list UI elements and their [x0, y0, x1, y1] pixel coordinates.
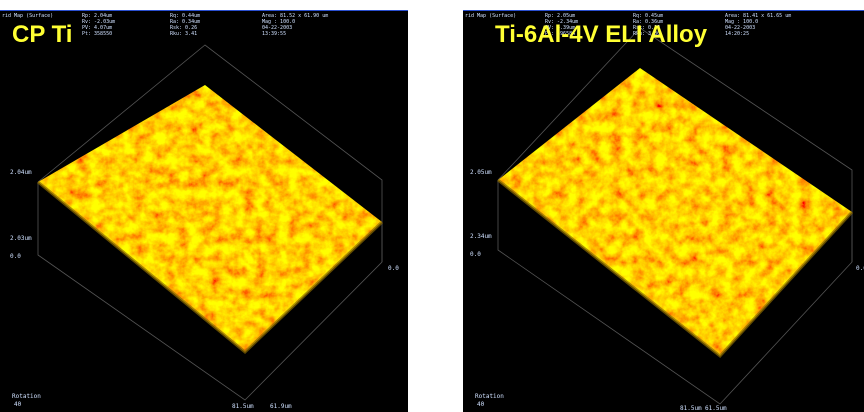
- axis-label: 2.04um: [10, 169, 32, 176]
- axis-label: 61.5um: [705, 405, 727, 412]
- panel-title: CP Ti: [12, 21, 72, 48]
- axis-label: 61.9um: [270, 403, 292, 410]
- axis-label: 2.05um: [470, 169, 492, 176]
- rotation-value: 40: [477, 401, 485, 408]
- axis-label: 0.0: [470, 251, 481, 258]
- axis-label: 81.5um: [680, 405, 702, 412]
- header-text: Rku: 3.41: [170, 31, 197, 37]
- header-text: rid Map (Surface): [465, 13, 516, 19]
- axis-label: 0.0: [856, 265, 864, 272]
- header-text: 14:20:25: [725, 31, 749, 37]
- header-text: rid Map (Surface): [2, 13, 53, 19]
- rotation-value: 40: [14, 401, 22, 408]
- panel-title: Ti-6Al-4V ELI Alloy: [495, 21, 708, 48]
- header-text: Pt: 358550: [82, 31, 112, 37]
- header-text: 13:39:55: [262, 31, 286, 37]
- axis-label: 81.5um: [232, 403, 254, 410]
- rotation-label: Rotation: [475, 393, 504, 400]
- axis-label: 2.34um: [470, 233, 492, 240]
- page: rid Map (Surface)Rp: 2.04umRv: -2.03umPV…: [0, 0, 864, 412]
- axis-label: 0.0: [388, 265, 399, 272]
- rotation-label: Rotation: [12, 393, 41, 400]
- axis-label: 2.03um: [10, 235, 32, 242]
- axis-label: 0.0: [10, 253, 21, 260]
